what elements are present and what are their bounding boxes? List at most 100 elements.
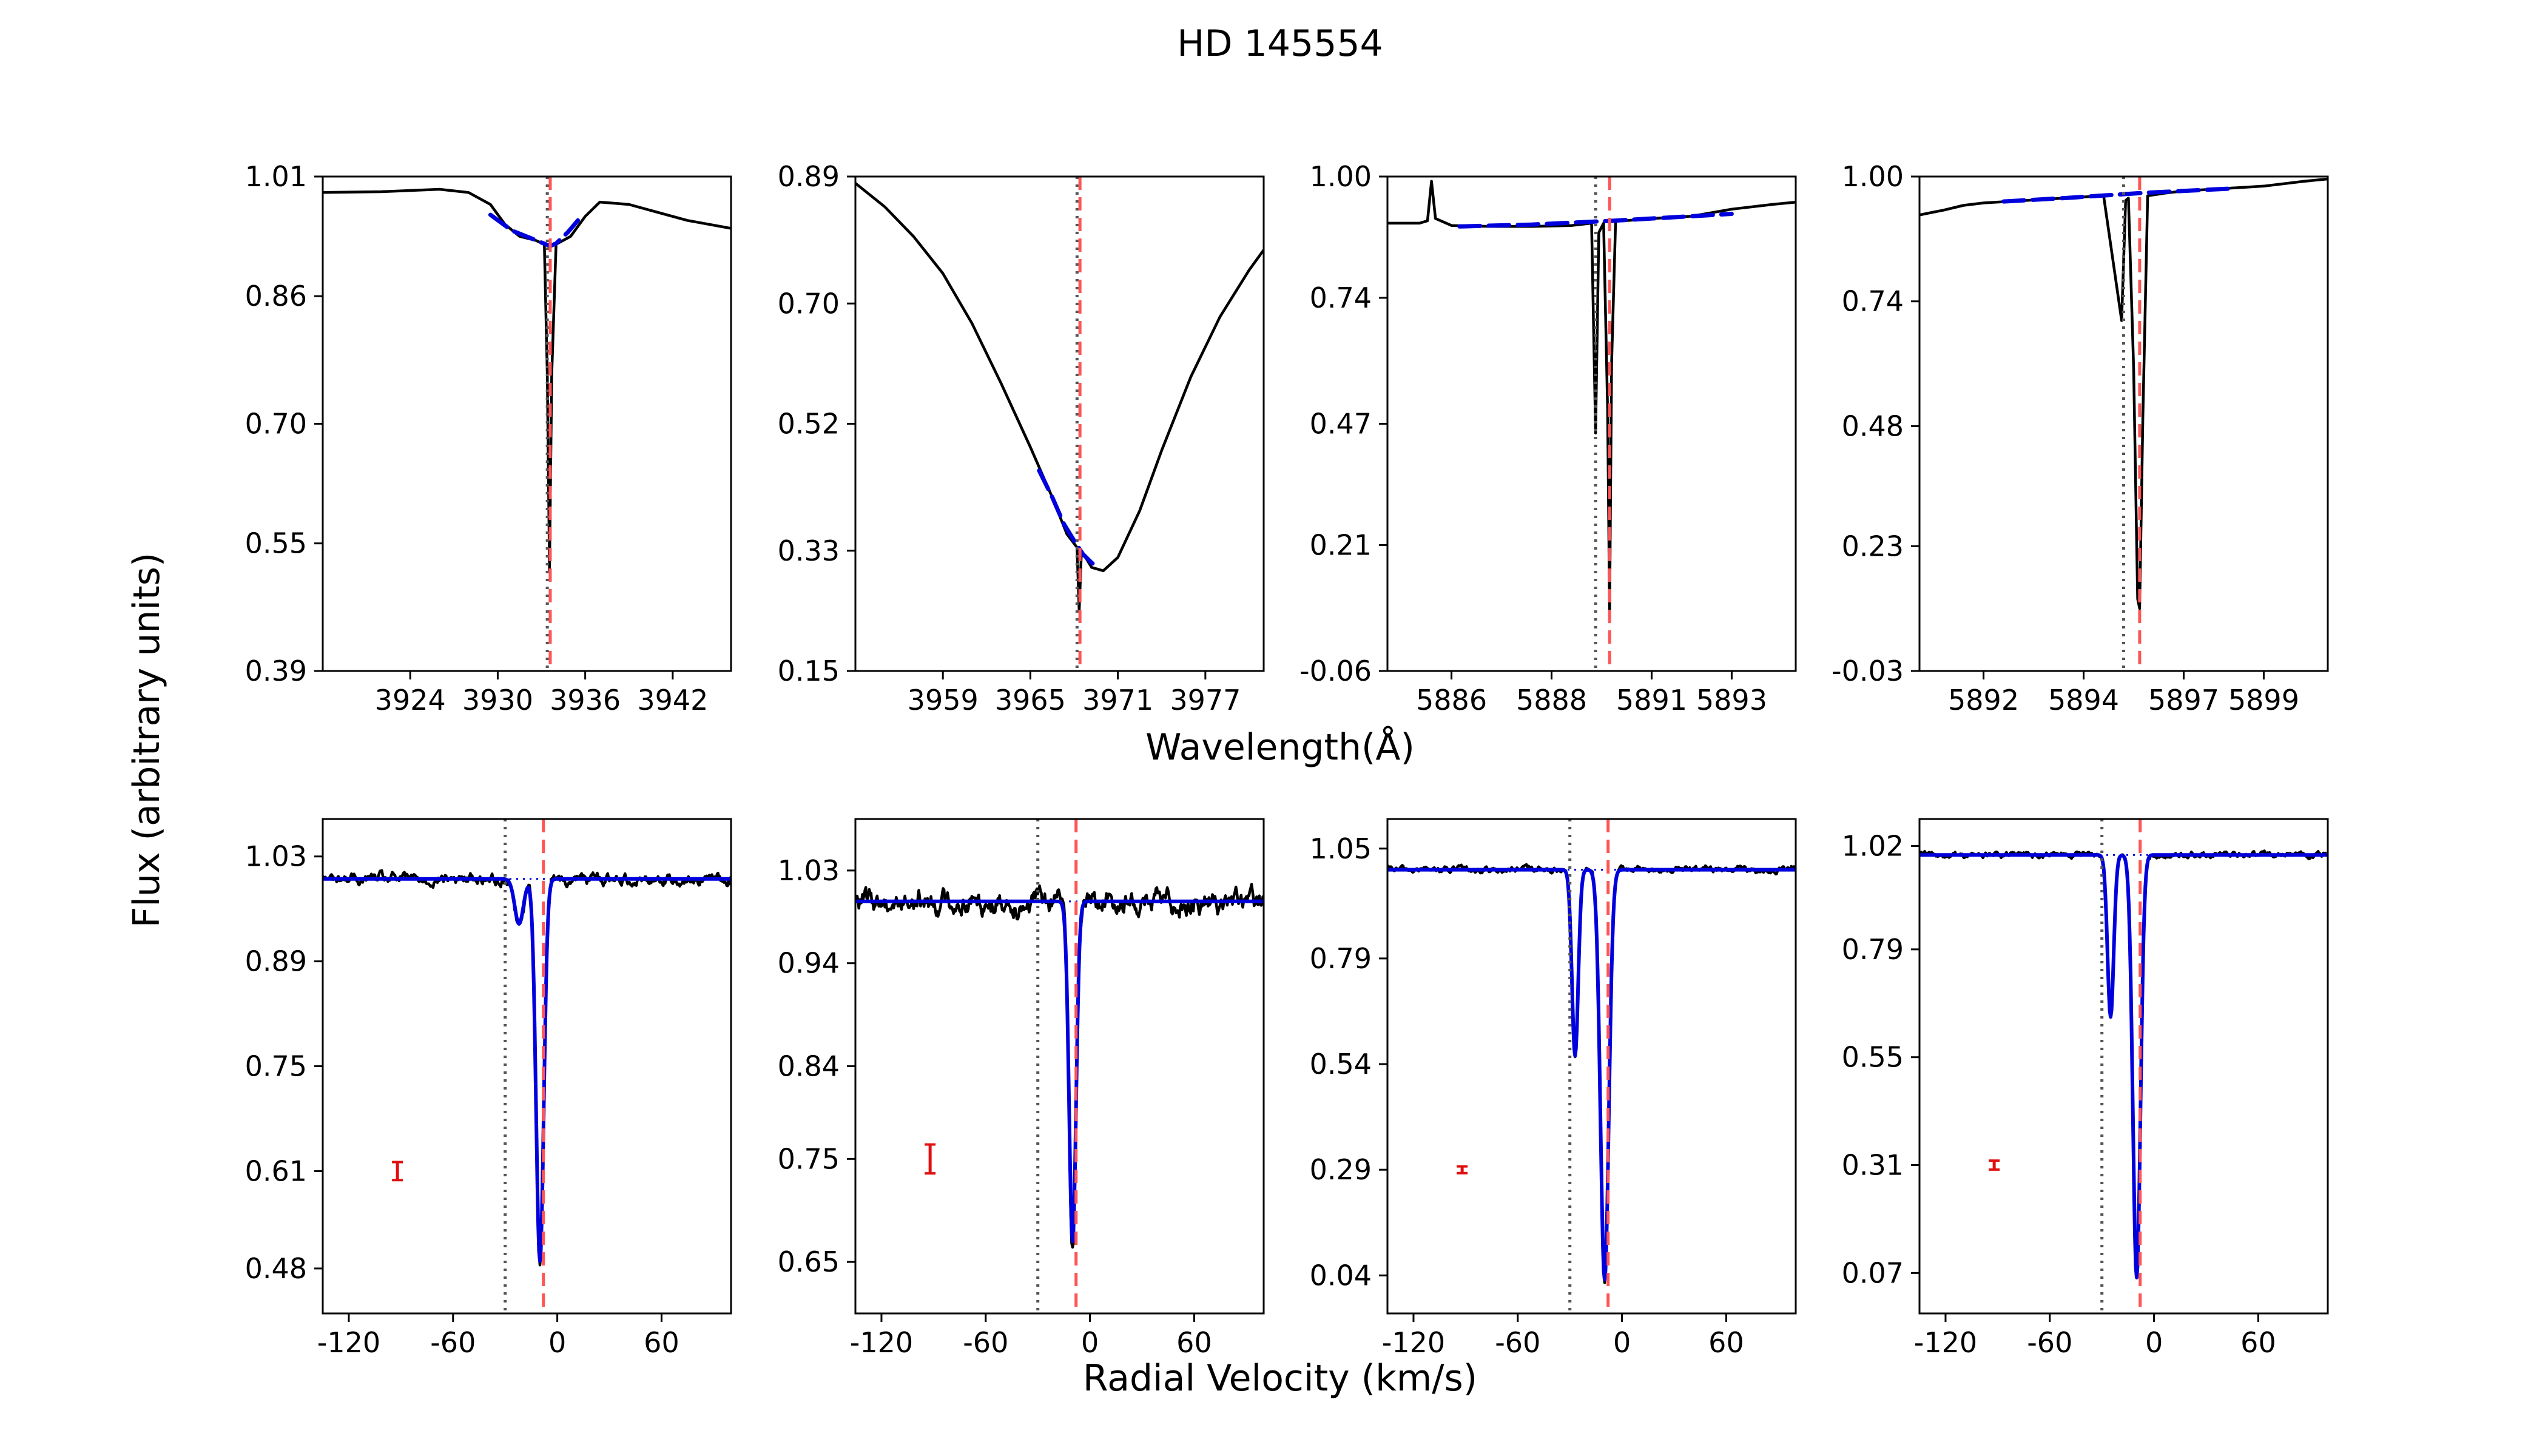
model-fit-line bbox=[1919, 853, 2328, 1279]
observed-flux-line bbox=[1387, 180, 1796, 616]
y-tick-label: 0.89 bbox=[778, 160, 840, 193]
y-tick-label: 0.86 bbox=[245, 280, 307, 312]
axes-frame bbox=[854, 175, 1265, 672]
y-tick-label: 0.79 bbox=[1310, 942, 1372, 975]
y-tick-label: 0.65 bbox=[778, 1245, 840, 1278]
y-axis-label: Flux (arbitrary units) bbox=[126, 553, 168, 928]
y-tick-label: 1.03 bbox=[778, 854, 840, 887]
x-tick-label: 5892 bbox=[1948, 684, 2019, 716]
plot-area bbox=[1919, 819, 2328, 1313]
error-bar bbox=[1989, 1159, 2000, 1171]
observed-flux-line bbox=[323, 869, 731, 1267]
x-tick-label: 3977 bbox=[1170, 684, 1241, 716]
y-tick-label: 0.15 bbox=[778, 655, 840, 687]
model-fit-line bbox=[855, 899, 1264, 1244]
x-tick-label: 3936 bbox=[550, 684, 621, 716]
y-tick-label: 0.61 bbox=[245, 1154, 307, 1187]
y-tick-label: 0.48 bbox=[1842, 410, 1904, 442]
y-tick-label: 0.48 bbox=[245, 1252, 307, 1285]
x-tick-label: 5897 bbox=[2148, 684, 2219, 716]
x-tick-label: 3942 bbox=[637, 684, 708, 716]
x-tick-label: 5893 bbox=[1696, 684, 1767, 716]
x-tick-label: 60 bbox=[2240, 1326, 2276, 1359]
x-tick-label: -120 bbox=[1914, 1326, 1977, 1359]
y-tick-label: 0.94 bbox=[778, 947, 840, 980]
x-tick-label: -60 bbox=[1495, 1326, 1540, 1359]
x-tick-label: 5888 bbox=[1516, 684, 1587, 716]
x-tick-label: 0 bbox=[1081, 1326, 1099, 1359]
model-fit-line bbox=[488, 212, 581, 249]
y-tick-label: 1.03 bbox=[245, 840, 307, 873]
x-tick-label: 0 bbox=[2145, 1326, 2163, 1359]
y-tick-label: 0.70 bbox=[778, 287, 840, 320]
x-tick-label: 5894 bbox=[2048, 684, 2119, 716]
panel-bottom-4: -120 -60 0 60 0.07 0.31 0.55 0.79 1.02 bbox=[1842, 818, 2329, 1359]
plot-area bbox=[1387, 177, 1796, 671]
x-tick-label: 3959 bbox=[908, 684, 979, 716]
y-tick-label: 0.33 bbox=[778, 534, 840, 567]
y-tick-label: 0.79 bbox=[1842, 933, 1904, 966]
y-tick-label: 0.74 bbox=[1310, 281, 1372, 314]
x-tick-label: -60 bbox=[2027, 1326, 2072, 1359]
x-tick-label: -120 bbox=[850, 1326, 913, 1359]
observed-flux-line bbox=[323, 187, 731, 573]
y-tick-label: 0.75 bbox=[778, 1142, 840, 1175]
y-tick-label: -0.06 bbox=[1299, 655, 1372, 687]
plot-area bbox=[1919, 177, 2328, 671]
plot-area bbox=[855, 177, 1264, 671]
y-tick-label: 0.54 bbox=[1310, 1048, 1372, 1080]
y-tick-label: 0.21 bbox=[1310, 528, 1372, 561]
bottom-row-x-axis-label: Radial Velocity (km/s) bbox=[1083, 1357, 1477, 1400]
x-tick-label: 3971 bbox=[1082, 684, 1153, 716]
x-tick-label: 5886 bbox=[1416, 684, 1487, 716]
axes-frame bbox=[1918, 175, 2329, 672]
y-tick-label: 0.04 bbox=[1310, 1259, 1372, 1292]
y-tick-label: 0.47 bbox=[1310, 408, 1372, 440]
y-tick-label: 0.07 bbox=[1842, 1256, 1904, 1289]
x-tick-label: 3965 bbox=[995, 684, 1066, 716]
panel-top-2: 3959 3965 3971 3977 0.15 0.33 0.52 0.70 0.89 bbox=[778, 160, 1265, 716]
plot-area bbox=[1387, 819, 1796, 1313]
axes-frame bbox=[1386, 818, 1797, 1315]
observed-flux-line bbox=[855, 883, 1264, 1249]
x-tick-label: 0 bbox=[548, 1326, 566, 1359]
x-tick-label: 60 bbox=[1176, 1326, 1212, 1359]
top-row-x-axis-label: Wavelength(Å) bbox=[1145, 726, 1415, 769]
model-fit-line bbox=[1037, 468, 1100, 570]
x-tick-label: -60 bbox=[430, 1326, 476, 1359]
axes-frame bbox=[1918, 818, 2329, 1315]
y-tick-label: 0.75 bbox=[245, 1050, 307, 1083]
panel-top-3: 5886 5888 5891 5893 -0.06 0.21 0.47 0.74 1.00 bbox=[1299, 160, 1797, 716]
x-tick-label: 5899 bbox=[2228, 684, 2299, 716]
y-tick-label: 0.89 bbox=[245, 945, 307, 978]
y-tick-label: 1.02 bbox=[1842, 829, 1904, 862]
y-tick-label: -0.03 bbox=[1832, 655, 1904, 687]
y-tick-label: 1.05 bbox=[1310, 832, 1372, 865]
panel-top-1: 3924 3930 3936 3942 0.39 0.55 0.70 0.86 1.01 bbox=[245, 160, 732, 716]
x-tick-label: -60 bbox=[963, 1326, 1008, 1359]
y-tick-label: 0.23 bbox=[1842, 530, 1904, 562]
y-tick-label: 1.00 bbox=[1310, 160, 1372, 193]
figure-title: HD 145554 bbox=[1177, 22, 1383, 65]
x-tick-label: -120 bbox=[317, 1326, 380, 1359]
error-bar bbox=[1457, 1165, 1468, 1175]
observed-flux-line bbox=[1919, 849, 2328, 1279]
y-tick-label: 0.74 bbox=[1842, 285, 1904, 318]
plot-area bbox=[323, 177, 731, 671]
observed-flux-line bbox=[855, 182, 1264, 613]
panel-grid: 3924 3930 3936 3942 0.39 0.55 0.70 0.86 1.01 3959… bbox=[245, 160, 2329, 1359]
y-tick-label: 0.39 bbox=[245, 655, 307, 687]
y-tick-label: 1.00 bbox=[1842, 160, 1904, 193]
y-tick-label: 1.01 bbox=[245, 160, 307, 193]
model-fit-line bbox=[1457, 212, 1734, 229]
axes-frame bbox=[322, 175, 732, 672]
plot-area bbox=[855, 819, 1264, 1313]
panel-bottom-1: -120 -60 0 60 0.48 0.61 0.75 0.89 1.03 bbox=[245, 818, 732, 1359]
x-tick-label: 60 bbox=[1708, 1326, 1744, 1359]
observed-flux-line bbox=[1387, 863, 1796, 1284]
x-tick-label: 60 bbox=[644, 1326, 679, 1359]
model-fit-line bbox=[1387, 868, 1796, 1282]
y-tick-label: 0.31 bbox=[1842, 1149, 1904, 1182]
y-tick-label: 0.70 bbox=[245, 408, 307, 440]
